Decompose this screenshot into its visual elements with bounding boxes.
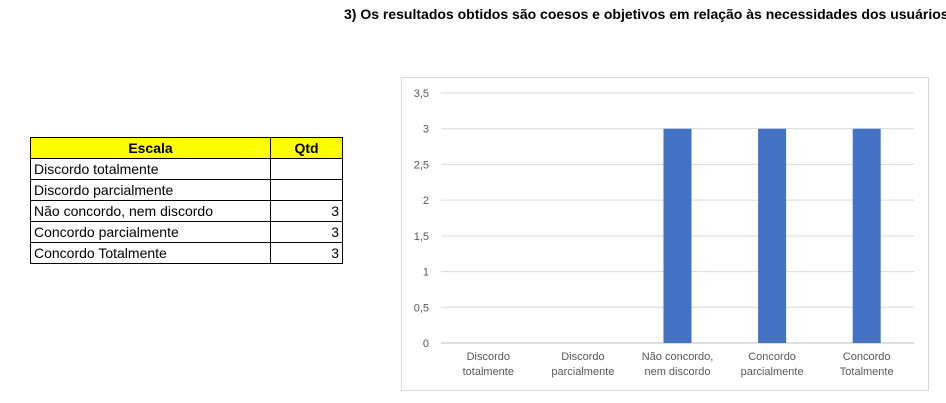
x-category-label: Discordo parcialmente [551,351,614,378]
bar [663,128,692,343]
escala-cell: Discordo parcialmente [30,179,271,201]
qtd-cell: 3 [270,221,343,243]
header-escala: Escala [30,137,271,159]
x-category-label: Concordo parcialmente [741,351,804,378]
qtd-cell: 3 [270,200,343,222]
bar [758,128,787,343]
y-tick-label: 2 [423,195,429,207]
escala-cell: Discordo totalmente [30,158,271,180]
y-tick-label: 0,5 [414,302,429,314]
y-tick-label: 1 [423,267,429,279]
table-row: Discordo totalmente [30,158,343,180]
escala-cell: Não concordo, nem discordo [30,200,271,222]
y-tick-label: 1,5 [414,231,429,243]
bar [852,128,881,343]
qtd-cell [270,179,343,201]
bar-chart: 0 0,5 1 1,5 2 2,5 3 3,5 Discordo totalmente Discor… [401,77,929,391]
x-category-label: Não concordo, nem discordo [642,351,714,378]
table-row: Discordo parcialmente [30,179,343,201]
table-row: Não concordo, nem discordo 3 [30,200,343,222]
question-title: 3) Os resultados obtidos são coesos e ob… [344,6,946,22]
y-tick-label: 3 [423,124,429,136]
scale-table: Escala Qtd Discordo totalmente Discordo … [30,137,343,264]
table-row: Concordo Totalmente 3 [30,242,343,264]
y-tick-label: 3,5 [414,88,429,100]
escala-cell: Concordo Totalmente [30,242,271,264]
header-qtd: Qtd [270,137,343,159]
chart-svg: 0 0,5 1 1,5 2 2,5 3 3,5 Discordo totalmente Discor… [414,88,914,378]
x-category-label: Discordo totalmente [463,351,514,378]
y-tick-label: 0 [423,338,429,350]
escala-cell: Concordo parcialmente [30,221,271,243]
qtd-cell [270,158,343,180]
table-row: Concordo parcialmente 3 [30,221,343,243]
y-tick-label: 2,5 [414,159,429,171]
table-header-row: Escala Qtd [30,137,343,159]
qtd-cell: 3 [270,242,343,264]
x-category-label: Concordo Totalmente [840,351,894,378]
